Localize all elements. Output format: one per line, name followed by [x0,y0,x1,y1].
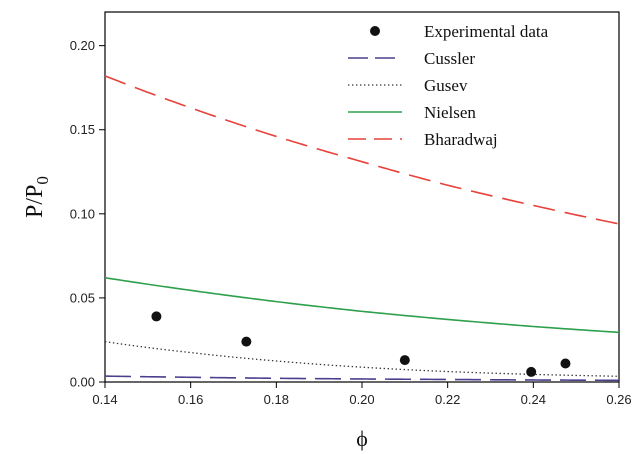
legend: Experimental data Cussler Gusev Nielsen Bhar… [348,22,549,149]
y-tick-label: 0.20 [70,38,95,53]
x-tick-label: 0.18 [264,392,289,407]
legend-label: Experimental data [424,22,549,41]
series-line-bharadwaj [104,75,620,225]
x-tick-label: 0.20 [349,392,374,407]
series-line-cussler [104,375,620,382]
data-point [526,366,537,377]
y-tick-label: 0.05 [70,290,95,305]
y-tick-label: 0.10 [70,206,95,221]
legend-marker [370,26,380,36]
plot-area [104,11,620,383]
data-point [241,336,252,347]
legend-label: Cussler [424,49,475,68]
x-axis-title: ϕ [356,426,368,451]
data-point [560,358,571,369]
y-axis-title-subscript: 0 [33,176,52,185]
y-axis-title-main: P/P [22,185,48,218]
legend-label: Gusev [424,76,468,95]
series-line-nielsen [104,276,620,334]
x-tick-label: 0.22 [435,392,460,407]
x-tick-label: 0.26 [606,392,631,407]
y-tick-label: 0.00 [70,375,95,390]
x-tick-label: 0.16 [178,392,203,407]
data-point [399,355,410,366]
data-point [151,311,162,322]
x-tick-label: 0.14 [92,392,117,407]
x-tick-label: 0.24 [521,392,546,407]
y-tick-label: 0.15 [70,122,95,137]
svg-text:P/P0: P/P0 [22,176,52,218]
scatter-layer [151,311,571,377]
y-axis-title: P/P0 [22,176,52,218]
legend-label: Bharadwaj [424,130,498,149]
axis-ticks: 0.14 0.16 0.18 0.20 0.22 0.24 0.26 0.00 0.05 0.10… [70,38,632,407]
series-layer [104,75,620,382]
legend-label: Nielsen [424,103,476,122]
